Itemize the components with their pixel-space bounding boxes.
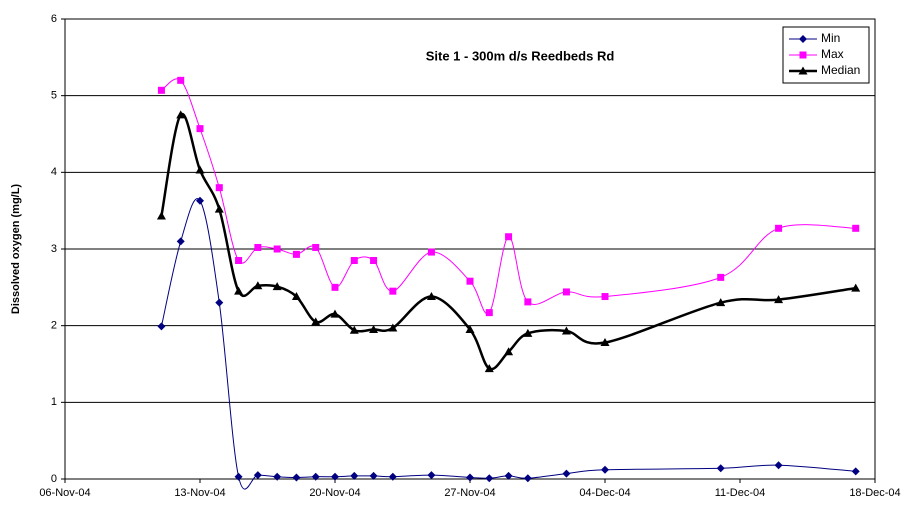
marker [196,196,204,205]
marker [292,250,300,258]
marker [350,471,359,480]
marker [215,184,223,192]
marker [312,243,320,251]
marker [272,282,282,291]
y-tick-label: 5 [51,90,57,102]
y-tick-label: 1 [51,396,57,408]
y-tick-label: 6 [51,13,57,25]
x-tick-label: 06-Nov-04 [39,487,90,499]
marker [485,474,494,483]
legend-marker [799,51,807,59]
marker [427,248,435,256]
marker [600,338,610,347]
marker [331,283,339,291]
marker [774,461,783,470]
y-tick-label: 4 [51,166,57,178]
marker [505,233,513,241]
marker [388,323,398,332]
marker [370,257,378,264]
marker [717,273,725,281]
marker [389,287,397,295]
marker [273,472,282,481]
y-tick-label: 2 [51,320,57,332]
marker [852,224,860,232]
marker [601,465,609,474]
y-axis-label: Dissolved oxygen (mg/L) [10,184,22,315]
chart-title: Site 1 - 300m d/s Reedbeds Rd [426,48,615,63]
marker [562,288,570,296]
marker [196,125,204,133]
marker [177,76,185,84]
marker [484,364,494,373]
marker [311,317,321,326]
marker [349,325,359,334]
marker [775,224,783,232]
y-tick-label: 0 [51,473,57,485]
marker [253,281,263,290]
y-tick-label: 3 [51,243,57,255]
legend-marker [798,66,808,75]
marker [291,292,301,301]
legend-label: Max [821,47,844,61]
marker [369,325,379,333]
marker [311,472,320,481]
marker [524,298,532,306]
legend-marker [799,35,807,43]
marker [774,295,784,304]
legend-label: Min [821,31,840,45]
marker [253,471,262,480]
marker [427,471,436,480]
marker [176,110,186,119]
marker [254,243,262,251]
x-tick-label: 18-Dec-04 [849,487,900,499]
x-tick-label: 13-Nov-04 [174,487,225,499]
marker [466,473,474,482]
marker [176,237,185,246]
marker [235,257,243,264]
marker [388,472,397,481]
marker [504,347,514,356]
marker [465,325,475,333]
marker [273,245,281,253]
marker [292,473,301,482]
series-line [160,112,856,371]
marker [561,326,571,335]
series-line [161,78,856,315]
marker [426,292,436,301]
marker [601,293,609,301]
marker [234,286,244,295]
marker [716,298,726,307]
marker [331,472,339,481]
marker [369,471,378,480]
legend-label: Median [821,63,860,77]
marker [716,464,725,473]
x-tick-label: 04-Dec-04 [579,487,630,499]
marker [504,471,513,480]
x-tick-label: 27-Nov-04 [444,487,495,499]
marker [234,472,243,481]
marker [562,469,571,478]
marker [215,298,224,307]
marker [330,309,340,318]
marker [523,328,533,337]
marker [851,467,860,476]
marker [485,309,493,317]
marker [851,283,861,292]
marker [157,322,166,331]
marker [350,257,358,264]
marker [156,211,166,220]
series-line [160,198,856,490]
marker [195,165,205,174]
marker [214,204,224,213]
marker [157,86,165,94]
x-tick-label: 11-Dec-04 [715,487,766,499]
marker [466,277,474,285]
marker [523,474,532,483]
x-tick-label: 20-Nov-04 [309,487,360,499]
